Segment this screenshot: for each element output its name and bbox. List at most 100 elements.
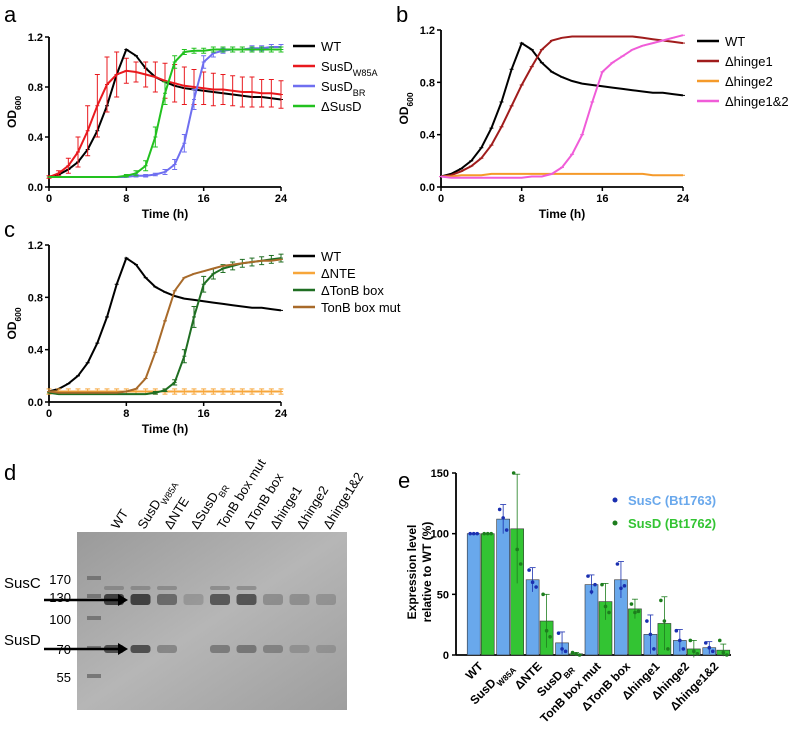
data-point [541,592,545,597]
data-point [574,651,578,656]
data-point [560,647,564,651]
y-tick-label: 0.8 [420,77,435,89]
data-point [629,602,634,606]
x-tick-label: 0 [438,193,444,205]
legend-label: ΔTonB box [321,283,384,298]
susc-band [263,594,283,605]
panel-b-growth-curve: b 0.0 0.4 0.8 1.2 0 8 16 24 Time (h) OD600 WT Δhinge… [396,2,789,221]
legend-dot [612,497,618,503]
data-point [548,635,552,639]
legend-label: SusDBR [321,79,366,98]
susc-band [236,594,257,605]
data-point [515,547,519,552]
series-line--hinge1 [440,35,684,178]
data-point [603,604,608,609]
legend-label: TonB box mut [321,300,401,315]
data-point [501,516,505,520]
susd-band [316,645,336,653]
y-tick-label: 0.0 [420,182,435,194]
data-point [504,528,509,532]
susd-band [289,645,310,653]
susc-band [157,594,177,605]
bar [466,533,481,656]
legend-label: SusC (Bt1763) [628,493,716,508]
x-tick-label: 0 [46,408,52,420]
susc-band [289,594,310,605]
legend-label: ΔNTE [321,266,356,281]
legend-label: WT [321,249,341,264]
bar [496,518,510,656]
data-point [645,619,649,623]
legend-label: Δhinge1 [725,54,773,69]
data-point [688,638,693,643]
legend-label: WT [725,34,745,49]
data-point [721,650,726,655]
x-tick-label: 0 [46,193,52,205]
ladder-band [87,616,101,620]
y-tick-label: 100 [431,529,449,541]
y-tick-label: 50 [437,589,449,601]
susd-band [130,645,151,653]
ladder-band [87,674,101,678]
panel-letter: b [396,2,408,27]
series-line-wt [48,256,282,393]
x-axis-label: Time (h) [539,207,585,221]
y-tick-label: 0.0 [28,182,43,194]
data-point [530,580,535,584]
data-point [563,649,568,654]
series-line-wt [440,41,684,178]
susc-band [130,594,151,605]
lane-label: Δhinge1&2 [320,470,366,532]
data-point [724,653,729,657]
x-tick-label: 16 [198,408,210,420]
y-tick-label: 1.2 [420,25,435,37]
data-point [662,619,667,623]
data-point [556,631,561,635]
legend-label: Δhinge2 [725,74,773,89]
bar [584,584,599,656]
y-tick-label: 0 [443,650,449,662]
data-point [593,582,597,587]
bar [480,533,495,656]
panel-e-bar-chart: e 0 50 100 150 Expression level relative to WT… [398,468,731,726]
data-point [648,632,653,637]
y-tick-label: 0.4 [28,345,44,357]
legend-label: SusDW85A [321,59,378,78]
x-tick-label: 8 [519,193,525,205]
data-point [659,598,663,603]
y-tick-label: 1.2 [28,32,43,44]
y-tick-label: 0.8 [28,292,43,304]
mw-marker-label: 100 [49,612,71,627]
data-point [482,531,487,536]
susc-label: SusC [4,575,41,592]
data-point [497,507,502,512]
data-point [471,531,476,536]
y-axis-label: OD600 [5,307,23,339]
data-point [475,531,480,536]
data-point [518,562,523,566]
data-point [636,609,641,614]
legend-label: SusD (Bt1762) [628,516,716,531]
panel-letter: a [4,2,17,27]
y-axis-label: OD600 [5,96,23,128]
y-axis-label: OD600 [397,92,415,124]
x-tick-label: 8 [123,193,129,205]
susc-band [316,594,336,605]
gel-background [77,532,347,710]
susc-arrowhead [118,594,128,606]
y-tick-label: 0.0 [28,397,43,409]
x-tick-label: 16 [198,193,210,205]
panel-a-growth-curve: a 0.0 0.4 0.8 1.2 0 8 16 24 Time (h) OD600 WT SusDW8… [4,2,378,221]
susc-upper-band [157,586,177,590]
x-axis-label: Time (h) [142,422,188,436]
legend-label: WT [321,39,341,54]
x-axis-label: Time (h) [142,207,188,221]
panel-letter: d [4,460,16,485]
susd-band [157,645,177,653]
data-point [489,531,494,536]
data-point [633,610,637,615]
y-tick-label: 150 [431,468,449,480]
susc-upper-band [236,586,257,590]
